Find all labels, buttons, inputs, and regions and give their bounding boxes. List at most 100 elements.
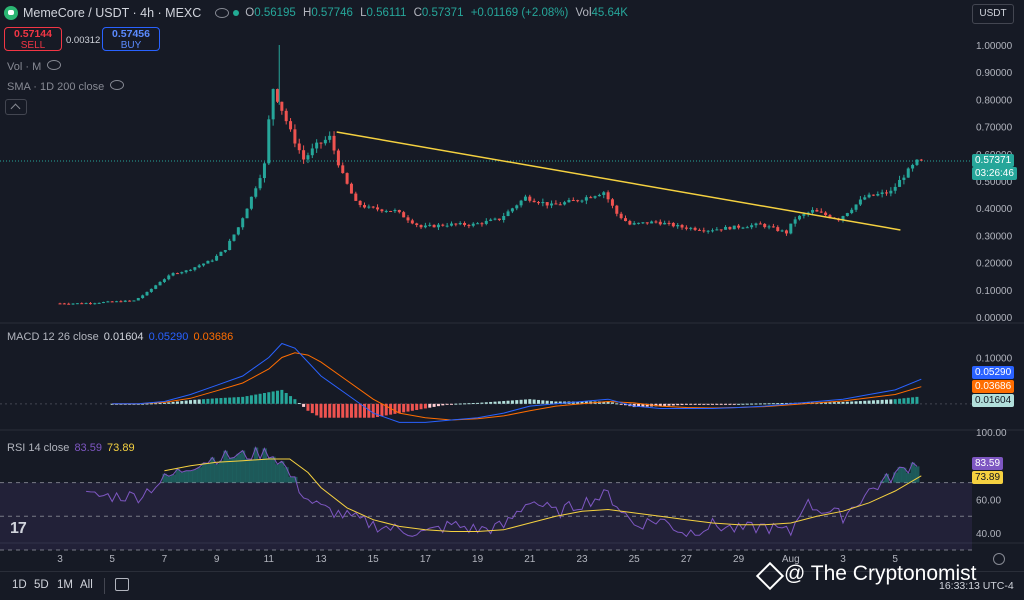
rsi-overbought-fill <box>193 469 198 482</box>
sell-price: 0.57144 <box>5 29 61 40</box>
gear-icon[interactable] <box>993 553 1005 565</box>
x-tick-label: 21 <box>524 554 536 565</box>
tradingview-logo[interactable]: 17 <box>10 520 26 538</box>
candle-body <box>389 211 392 212</box>
macd-histogram-bar <box>480 403 483 404</box>
macd-histogram-bar <box>176 402 179 404</box>
candle-body <box>489 220 492 221</box>
macd-histogram-bar <box>346 404 349 418</box>
macd-y-tick: 0.10000 <box>976 353 1013 364</box>
sell-label: SELL <box>5 40 61 51</box>
candle-body <box>254 188 257 197</box>
macd-histogram-bar <box>380 404 383 416</box>
macd-histogram-bar <box>280 390 283 404</box>
candle-body <box>119 301 122 302</box>
macd-histogram-bar <box>289 396 292 404</box>
buy-button[interactable]: 0.57456 BUY <box>102 27 160 51</box>
candle-body <box>233 235 236 241</box>
candle-body <box>263 163 266 178</box>
macd-histogram-bar <box>850 402 853 404</box>
sell-button[interactable]: 0.57144 SELL <box>4 27 62 51</box>
candle-body <box>420 225 423 227</box>
sma-indicator-label[interactable]: SMA · 1D 200 close <box>7 80 132 93</box>
range-1d-button[interactable]: 1D <box>12 579 27 591</box>
y-tick-label: 0.10000 <box>976 286 1013 297</box>
candle-body <box>502 216 505 220</box>
rsi-overbought-fill <box>906 473 911 483</box>
candle-body <box>485 221 488 224</box>
candle-body <box>789 224 792 234</box>
macd-histogram-bar <box>472 403 475 404</box>
currency-button[interactable]: USDT <box>972 4 1014 24</box>
rsi-overbought-fill <box>289 477 294 483</box>
macd-histogram-bar <box>320 404 323 418</box>
candle-body <box>433 225 436 227</box>
rsi-overbought-fill <box>249 459 254 482</box>
macd-histogram-bar <box>837 402 840 404</box>
candle-body <box>437 225 440 228</box>
volume-indicator-label[interactable]: Vol · M <box>7 60 69 73</box>
macd-pane <box>0 344 972 423</box>
range-all-button[interactable]: All <box>80 579 93 591</box>
rsi-legend[interactable]: RSI 14 close 83.59 73.89 <box>7 442 135 454</box>
candle-body <box>533 201 536 202</box>
candle-body <box>581 201 584 202</box>
calendar-icon[interactable] <box>115 578 129 591</box>
macd-histogram-bar <box>676 404 679 405</box>
candle-body <box>198 265 201 267</box>
candle-body <box>176 273 179 274</box>
rsi-overbought-fill <box>206 463 211 482</box>
candle-body <box>85 303 88 304</box>
candle-body <box>624 218 627 221</box>
macd-legend[interactable]: MACD 12 26 close 0.01604 0.05290 0.03686 <box>7 331 233 343</box>
macd-histogram-bar <box>733 404 736 405</box>
eye-icon[interactable] <box>215 8 229 18</box>
macd-histogram-bar <box>833 402 836 404</box>
macd-histogram-bar <box>859 401 862 404</box>
eye-icon[interactable] <box>110 80 124 90</box>
candle-body <box>846 213 849 216</box>
candle-body <box>863 197 866 199</box>
macd-histogram-bar <box>541 400 544 403</box>
candle-body <box>459 223 462 224</box>
chart-canvas[interactable]: 1.000000.900000.800000.700000.600000.500… <box>0 0 1024 571</box>
candle-body <box>567 200 570 202</box>
candle-body <box>507 211 510 216</box>
macd-line <box>112 344 921 423</box>
candle-body <box>737 226 740 228</box>
collapse-legend-button[interactable] <box>5 99 27 115</box>
macd-histogram-bar <box>876 400 879 404</box>
macd-histogram-bar <box>746 404 749 405</box>
macd-histogram-bar <box>298 403 301 404</box>
candle-body <box>650 221 653 223</box>
buy-price: 0.57456 <box>103 29 159 40</box>
candle-body <box>763 224 766 227</box>
range-1m-button[interactable]: 1M <box>57 579 73 591</box>
bar-countdown-tag: 03:26:46 <box>972 167 1017 180</box>
spread-value: 0.00312 <box>66 35 100 46</box>
eye-icon[interactable] <box>47 60 61 70</box>
candle-body <box>111 301 114 302</box>
x-tick-label: 13 <box>315 554 327 565</box>
candle-body <box>480 223 483 224</box>
candle-body <box>602 192 605 195</box>
macd-histogram-bar <box>424 404 427 409</box>
macd-histogram-bar <box>737 404 740 405</box>
range-5d-button[interactable]: 5D <box>34 579 49 591</box>
last-price-tag: 0.57371 <box>972 154 1014 167</box>
symbol-title[interactable]: MemeCore / USDT · 4h · MEXC <box>23 6 201 20</box>
candle-body <box>859 200 862 205</box>
candle-body <box>354 194 357 201</box>
candle-body <box>328 136 331 140</box>
candle-body <box>467 225 470 226</box>
candle-body <box>920 160 923 161</box>
rsi-pane <box>0 448 972 551</box>
macd-histogram-bar <box>167 402 170 403</box>
macd-histogram-bar <box>863 401 866 404</box>
candle-body <box>728 227 731 229</box>
candle-body <box>393 210 396 211</box>
candle-body <box>850 210 853 213</box>
candle-body <box>707 231 710 232</box>
candle-body <box>563 202 566 204</box>
macd-histogram-bar <box>328 404 331 418</box>
